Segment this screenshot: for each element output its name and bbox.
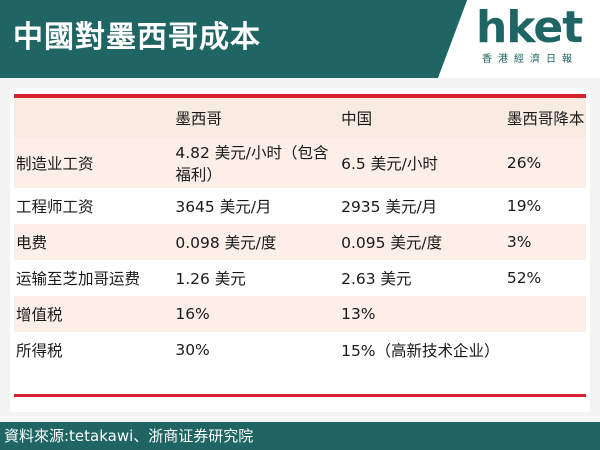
cost-comparison-table: 墨西哥 中国 墨西哥降本 制造业工资 4.82 美元/小时（包含福利） 6.5 … — [14, 98, 586, 368]
reduction-value — [505, 296, 586, 332]
china-value: 2.63 美元 — [341, 270, 412, 288]
table-card: 墨西哥 中国 墨西哥降本 制造业工资 4.82 美元/小时（包含福利） 6.5 … — [10, 88, 590, 412]
table-row: 电费 0.098 美元/度 0.095 美元/度 3% — [14, 224, 586, 260]
reduction-value: 52% — [506, 269, 542, 287]
china-value: 15%（高新技术企业） — [341, 342, 500, 360]
page-title: 中國對墨西哥成本 — [13, 20, 261, 55]
logo-subtitle: 香港經濟日報 — [482, 54, 578, 65]
table-row: 工程师工资 3645 美元/月 2935 美元/月 19% — [14, 188, 586, 224]
row-label: 增值税 — [16, 306, 63, 324]
table-row: 所得税 30% 15%（高新技术企业） — [14, 332, 586, 368]
bottom-rule — [14, 394, 586, 397]
row-label: 所得税 — [16, 342, 63, 360]
table-row: 运输至芝加哥运费 1.26 美元 2.63 美元 52% — [14, 260, 586, 296]
mexico-value: 1.26 美元 — [175, 270, 246, 288]
china-value: 2935 美元/月 — [341, 198, 438, 216]
top-rule — [14, 94, 586, 98]
mexico-value: 4.82 美元/小时（包含福利） — [175, 144, 329, 184]
china-value: 13% — [341, 305, 376, 323]
reduction-value: 3% — [506, 233, 532, 251]
row-label: 工程师工资 — [16, 198, 94, 216]
source-footer: 資料來源:tetakawi、浙商证券研究院 — [0, 422, 600, 450]
table-header-row: 墨西哥 中国 墨西哥降本 — [14, 98, 586, 138]
logo-wordmark: hket — [476, 2, 583, 53]
header-banner: 中國對墨西哥成本 hket 香港經濟日報 — [0, 0, 600, 78]
source-note: 資料來源:tetakawi、浙商证券研究院 — [4, 427, 254, 445]
table-row: 制造业工资 4.82 美元/小时（包含福利） 6.5 美元/小时 26% — [14, 138, 586, 188]
header-cell-china: 中国 — [341, 110, 373, 128]
mexico-value: 30% — [175, 341, 210, 359]
mexico-value: 16% — [175, 305, 210, 323]
header-cell-mexico: 墨西哥 — [175, 110, 222, 128]
row-label: 运输至芝加哥运费 — [16, 270, 141, 288]
reduction-value: 19% — [506, 197, 542, 215]
reduction-value — [505, 332, 586, 368]
hket-logo: hket 香港經濟日報 — [438, 0, 600, 78]
china-value: 6.5 美元/小时 — [341, 155, 438, 173]
mexico-value: 0.098 美元/度 — [175, 234, 277, 252]
header-cell-reduction: 墨西哥降本 — [506, 110, 585, 128]
mexico-value: 3645 美元/月 — [175, 198, 272, 216]
table-row: 增值税 16% 13% — [14, 296, 586, 332]
row-label: 电费 — [16, 234, 48, 252]
row-label: 制造业工资 — [16, 155, 94, 173]
reduction-value: 26% — [506, 154, 542, 172]
header-cell-item — [14, 98, 173, 138]
china-value: 0.095 美元/度 — [341, 234, 443, 252]
